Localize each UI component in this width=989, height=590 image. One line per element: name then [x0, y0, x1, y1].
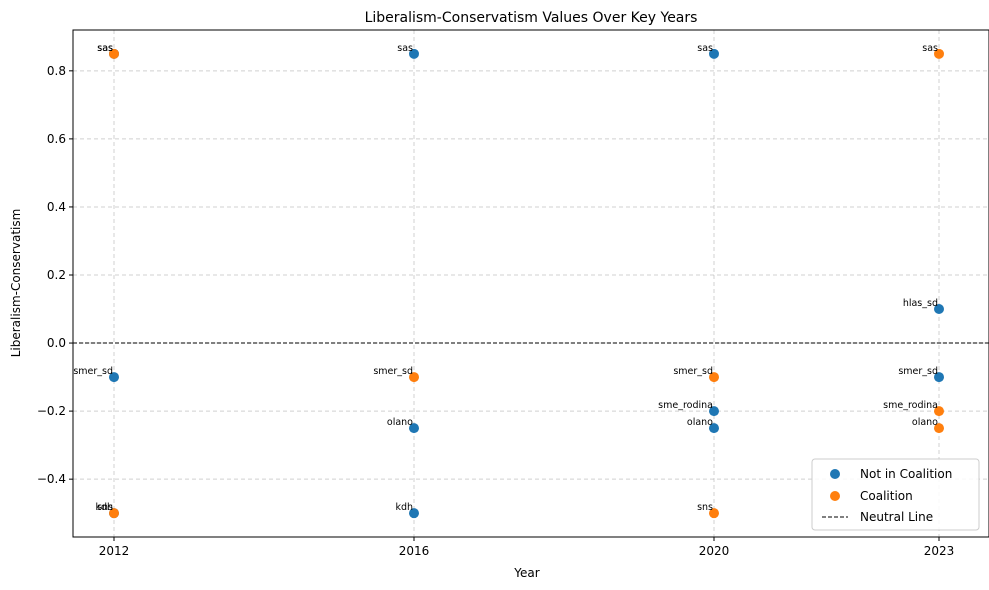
data-point: [109, 372, 119, 383]
x-tick-label: 2012: [99, 544, 130, 558]
y-tick-label: −0.4: [37, 472, 66, 486]
point-label: sns: [97, 502, 113, 513]
plot-frame: [72, 29, 989, 538]
x-tick-label: 2020: [699, 544, 730, 558]
data-point: [934, 372, 944, 383]
legend-marker-not-in-coalition: [830, 469, 840, 479]
point-label: sas: [97, 43, 113, 54]
point-label: kdh: [95, 502, 113, 513]
legend-label-not-in-coalition: Not in Coalition: [860, 467, 952, 481]
data-point: [409, 372, 419, 383]
y-tick-label: 0.8: [47, 64, 66, 78]
data-point: [109, 48, 119, 59]
point-label: smer_sd: [373, 366, 413, 377]
x-tick-label: 2016: [399, 544, 430, 558]
point-label: kdh: [395, 502, 413, 513]
point-label: smer_sd: [673, 366, 713, 377]
point-label: olano: [387, 417, 413, 428]
point-label: olano: [687, 417, 713, 428]
y-tick-label: 0.0: [47, 336, 66, 350]
x-axis-ticks: 2012 2016 2020 2023: [99, 537, 955, 558]
y-tick-label: −0.2: [37, 404, 66, 418]
data-point: [409, 508, 419, 519]
data-point: [709, 372, 719, 383]
point-label: sas: [922, 43, 938, 54]
chart-title: Liberalism-Conservatism Values Over Key …: [365, 10, 698, 26]
legend: Not in Coalition Coalition Neutral Line: [811, 458, 980, 531]
data-point: [934, 304, 944, 315]
y-tick-label: 0.4: [47, 200, 66, 214]
x-axis-label: Year: [513, 566, 539, 580]
data-point: [934, 423, 944, 434]
point-label: sas: [97, 43, 113, 54]
data-point: [709, 48, 719, 59]
data-point: [709, 423, 719, 434]
y-tick-label: 0.2: [47, 268, 66, 282]
data-point: [109, 508, 119, 519]
y-axis-ticks: −0.4 −0.2 0.0 0.2 0.4 0.6 0.8: [37, 64, 73, 486]
point-label: sas: [697, 43, 713, 54]
data-points: [109, 48, 944, 519]
data-point: [409, 423, 419, 434]
data-point: [709, 406, 719, 417]
point-label: olano: [912, 417, 938, 428]
point-label: sme_rodina: [883, 400, 938, 411]
point-label: smer_sd: [898, 366, 938, 377]
x-tick-label: 2023: [924, 544, 955, 558]
data-point: [934, 406, 944, 417]
data-point: [709, 508, 719, 519]
point-label: sas: [397, 43, 413, 54]
point-label: hlas_sd: [903, 298, 938, 309]
legend-label-neutral-line: Neutral Line: [860, 510, 933, 524]
point-label: sme_rodina: [658, 400, 713, 411]
legend-label-coalition: Coalition: [860, 489, 913, 503]
data-point: [409, 48, 419, 59]
point-label: sns: [697, 502, 713, 513]
y-tick-label: 0.6: [47, 132, 66, 146]
data-point: [934, 48, 944, 59]
legend-box: [811, 458, 980, 531]
point-label: smer_sd: [73, 366, 113, 377]
y-axis-label: Liberalism-Conservatism: [9, 209, 23, 358]
legend-marker-coalition: [830, 491, 840, 501]
